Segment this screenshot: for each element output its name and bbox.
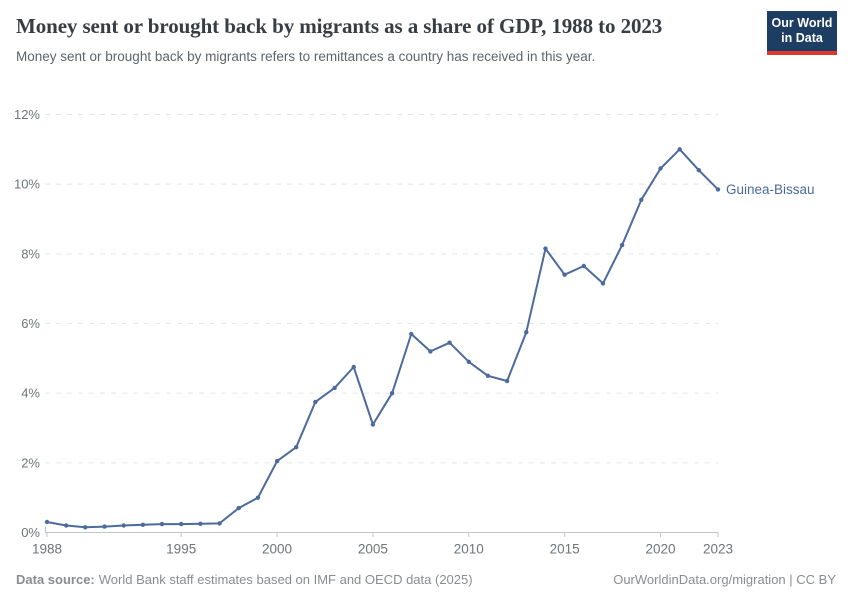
logo-line-1: Our World <box>771 16 833 30</box>
data-point[interactable] <box>140 522 146 527</box>
data-point[interactable] <box>294 445 299 450</box>
chart-title: Money sent or brought back by migrants a… <box>16 14 663 38</box>
data-point[interactable] <box>524 330 529 335</box>
data-point[interactable] <box>63 523 69 528</box>
series-line[interactable] <box>46 148 719 529</box>
data-source-label: Data source: <box>16 572 95 587</box>
data-point[interactable] <box>677 147 682 152</box>
y-tick-label: 0% <box>21 525 40 540</box>
data-source: Data source: World Bank staff estimates b… <box>16 572 473 587</box>
data-point[interactable] <box>313 399 318 405</box>
x-tick-label: 2020 <box>645 542 675 557</box>
data-source-text: World Bank staff estimates based on IMF … <box>98 572 473 587</box>
data-point[interactable] <box>543 246 548 251</box>
chart-footer: Data source: World Bank staff estimates b… <box>16 572 836 587</box>
data-point[interactable] <box>504 378 510 384</box>
data-point[interactable] <box>255 495 261 500</box>
data-point[interactable] <box>696 168 701 173</box>
data-point[interactable] <box>581 263 586 269</box>
credit-line: OurWorldinData.org/migration | CC BY <box>613 572 836 587</box>
data-point[interactable] <box>274 458 280 464</box>
data-point[interactable] <box>485 373 491 378</box>
data-point[interactable] <box>121 523 126 528</box>
logo-line-2: in Data <box>781 31 823 46</box>
x-tick-label: 1988 <box>32 542 62 557</box>
data-point[interactable] <box>198 521 203 526</box>
data-point[interactable] <box>351 364 356 370</box>
chart-header: Money sent or brought back by migrants a… <box>0 0 850 66</box>
data-point[interactable] <box>466 359 471 364</box>
data-point[interactable] <box>159 521 165 527</box>
data-point[interactable] <box>370 422 376 427</box>
y-tick-label: 4% <box>21 386 40 401</box>
x-tick-label: 2015 <box>550 542 580 557</box>
series-label[interactable]: Guinea-Bissau <box>726 182 815 197</box>
y-tick-label: 2% <box>21 455 40 470</box>
data-point[interactable] <box>409 331 414 337</box>
x-tick-label: 2023 <box>703 542 733 557</box>
chart-subtitle: Money sent or brought back by migrants r… <box>16 49 596 65</box>
data-point[interactable] <box>639 197 644 202</box>
data-point[interactable] <box>217 521 222 526</box>
data-point[interactable] <box>619 242 625 248</box>
data-point[interactable] <box>389 391 395 396</box>
x-tick-label: 2000 <box>262 542 292 557</box>
data-point[interactable] <box>332 385 337 391</box>
data-point[interactable] <box>715 187 721 192</box>
data-point[interactable] <box>658 166 663 171</box>
data-point[interactable] <box>562 272 567 277</box>
data-point[interactable] <box>236 505 241 511</box>
data-point[interactable] <box>83 525 88 530</box>
data-point[interactable] <box>102 524 107 529</box>
y-tick-label: 12% <box>14 107 40 122</box>
x-tick-label: 2005 <box>358 542 388 557</box>
y-tick-label: 10% <box>14 177 40 192</box>
data-point[interactable] <box>179 521 184 527</box>
x-tick-label: 2010 <box>454 542 484 557</box>
data-point[interactable] <box>428 349 433 354</box>
y-tick-label: 8% <box>21 246 40 261</box>
data-point[interactable] <box>600 281 606 286</box>
data-point[interactable] <box>447 340 452 345</box>
y-tick-label: 6% <box>21 316 40 331</box>
data-point[interactable] <box>44 519 50 525</box>
x-tick-label: 1995 <box>166 542 196 557</box>
owid-logo[interactable]: Our World in Data <box>767 11 837 55</box>
